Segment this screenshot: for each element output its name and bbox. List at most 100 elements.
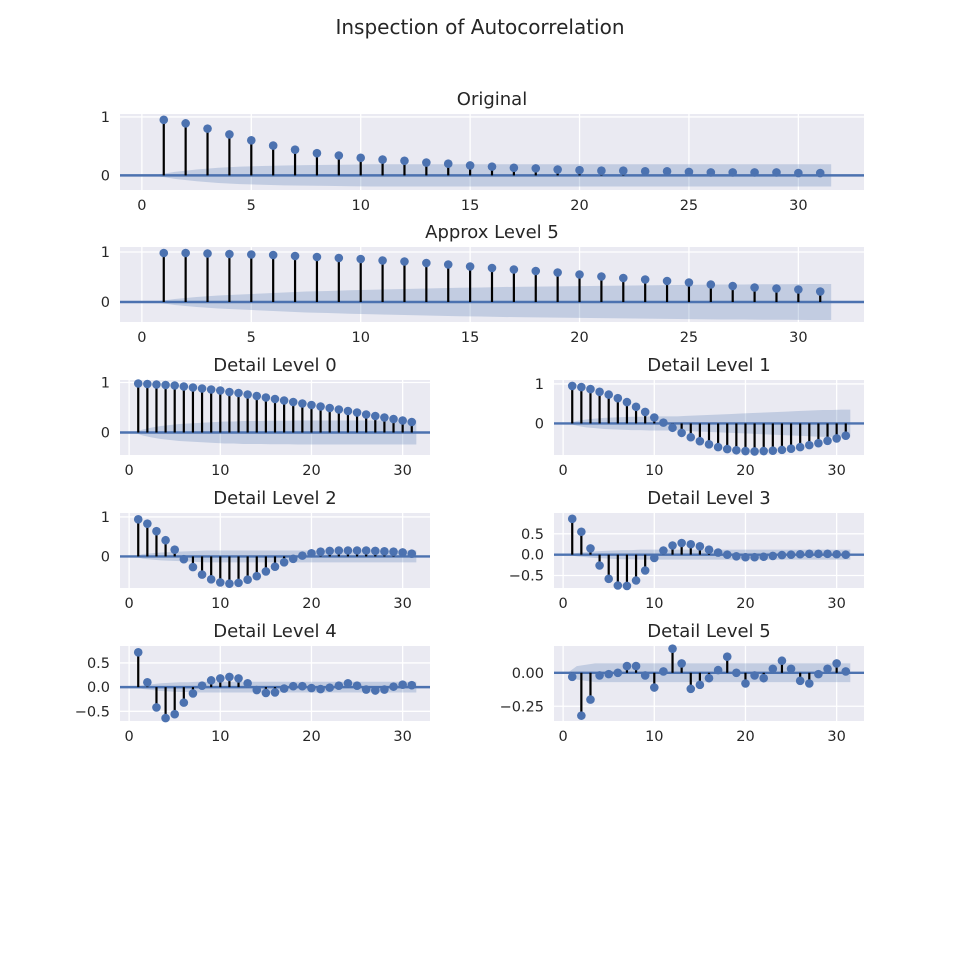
acf-point bbox=[206, 385, 216, 394]
acf-point bbox=[370, 546, 380, 556]
acf-point bbox=[706, 168, 716, 177]
acf-point bbox=[640, 566, 650, 575]
acf-point bbox=[750, 168, 759, 177]
acf-point bbox=[203, 249, 212, 258]
acf-point bbox=[389, 682, 398, 691]
x-tick-label: 10 bbox=[645, 596, 663, 612]
acf-point bbox=[668, 644, 677, 653]
acf-point bbox=[768, 664, 778, 674]
panel-background bbox=[120, 114, 864, 190]
acf-point bbox=[586, 544, 595, 553]
acf-point bbox=[179, 698, 189, 707]
acf-point bbox=[704, 440, 714, 449]
acf-point bbox=[188, 689, 198, 698]
acf-point bbox=[662, 166, 672, 176]
acf-point bbox=[750, 447, 759, 456]
acf-point bbox=[270, 562, 280, 571]
acf-point bbox=[279, 558, 289, 567]
acf-point bbox=[234, 578, 243, 588]
acf-panel-2: Approx Level 5 0 5 10 15 20 25 30 0 1 bbox=[101, 222, 864, 346]
acf-point bbox=[215, 578, 225, 587]
y-tick-label: −0.5 bbox=[75, 704, 110, 720]
acf-panel-7: Detail Level 4 0 10 20 30 0.5 0.0 −0.5 bbox=[75, 621, 430, 745]
acf-point bbox=[325, 403, 335, 413]
acf-point bbox=[768, 551, 778, 561]
acf-point bbox=[234, 388, 243, 398]
acf-point bbox=[567, 381, 577, 391]
x-tick-label: 30 bbox=[789, 330, 807, 346]
acf-point bbox=[686, 432, 696, 442]
acf-point bbox=[152, 703, 161, 712]
acf-point bbox=[197, 681, 207, 690]
x-tick-label: 30 bbox=[393, 596, 411, 612]
acf-point bbox=[203, 124, 212, 133]
acf-point bbox=[575, 165, 584, 175]
x-tick-label: 30 bbox=[827, 463, 845, 479]
acf-point bbox=[170, 545, 180, 555]
acf-point bbox=[159, 115, 169, 125]
acf-panel-1: Original 0 5 10 15 20 25 30 0 1 bbox=[101, 89, 864, 214]
acf-point bbox=[804, 549, 814, 559]
x-tick-label: 0 bbox=[559, 463, 568, 479]
acf-point bbox=[243, 575, 252, 585]
panel-title: Detail Level 0 bbox=[213, 355, 336, 376]
acf-point bbox=[618, 166, 628, 176]
acf-point bbox=[307, 400, 316, 410]
acf-point bbox=[152, 526, 161, 536]
acf-point bbox=[170, 709, 180, 719]
acf-point bbox=[713, 665, 723, 675]
x-tick-label: 20 bbox=[736, 596, 754, 612]
acf-point bbox=[677, 659, 686, 668]
acf-point bbox=[815, 287, 825, 296]
acf-point bbox=[741, 679, 750, 688]
acf-point bbox=[577, 527, 586, 537]
acf-point bbox=[422, 158, 431, 167]
acf-point bbox=[832, 659, 841, 668]
acf-point bbox=[252, 391, 262, 401]
acf-point bbox=[361, 410, 371, 419]
acf-point bbox=[631, 661, 641, 671]
y-tick-label: 0 bbox=[101, 426, 110, 442]
acf-point bbox=[352, 408, 362, 417]
acf-point bbox=[786, 550, 796, 559]
panel-title: Detail Level 2 bbox=[213, 488, 336, 509]
acf-point bbox=[586, 384, 595, 394]
x-tick-label: 10 bbox=[211, 463, 229, 479]
x-tick-label: 30 bbox=[393, 463, 411, 479]
acf-point bbox=[704, 673, 714, 683]
acf-point bbox=[356, 153, 366, 163]
acf-point bbox=[422, 258, 431, 268]
y-tick-label: 1 bbox=[101, 245, 110, 261]
acf-point bbox=[389, 547, 398, 556]
acf-point bbox=[261, 393, 271, 402]
acf-point bbox=[823, 664, 832, 674]
acf-point bbox=[407, 680, 417, 690]
acf-point bbox=[622, 397, 632, 407]
acf-point bbox=[290, 145, 300, 154]
x-tick-label: 20 bbox=[302, 596, 320, 612]
acf-point bbox=[161, 713, 170, 723]
x-tick-label: 30 bbox=[393, 729, 411, 745]
acf-point bbox=[307, 548, 316, 558]
acf-point bbox=[728, 168, 738, 177]
acf-point bbox=[152, 380, 161, 389]
acf-point bbox=[722, 444, 732, 454]
x-tick-label: 20 bbox=[736, 729, 754, 745]
panel-title: Approx Level 5 bbox=[425, 222, 559, 243]
acf-point bbox=[298, 681, 307, 691]
acf-point bbox=[722, 550, 732, 559]
acf-point bbox=[804, 679, 814, 688]
acf-point bbox=[815, 168, 825, 178]
x-tick-label: 15 bbox=[461, 198, 479, 214]
x-tick-label: 10 bbox=[211, 729, 229, 745]
acf-point bbox=[777, 445, 787, 455]
acf-point bbox=[268, 250, 278, 260]
y-tick-label: 1 bbox=[101, 110, 110, 126]
acf-point bbox=[640, 275, 650, 284]
acf-point bbox=[261, 688, 271, 698]
acf-point bbox=[246, 136, 256, 145]
acf-point bbox=[181, 119, 190, 128]
x-tick-label: 5 bbox=[247, 330, 256, 346]
acf-point bbox=[307, 683, 316, 693]
y-tick-label: 0.5 bbox=[521, 527, 544, 543]
